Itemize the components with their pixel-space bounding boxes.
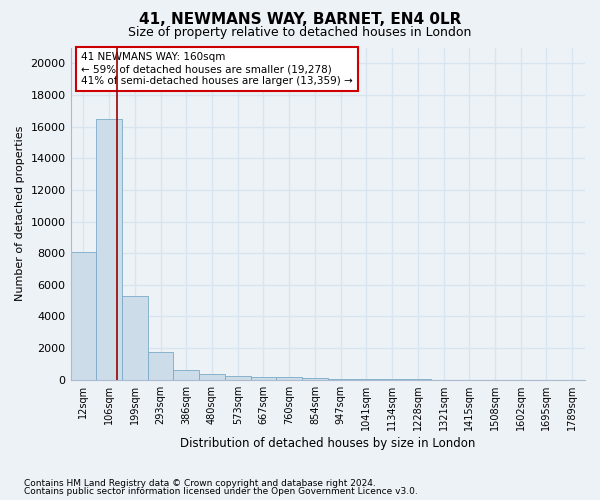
Bar [173,370,199,380]
Text: 41, NEWMANS WAY, BARNET, EN4 0LR: 41, NEWMANS WAY, BARNET, EN4 0LR [139,12,461,28]
Bar [225,376,251,380]
Text: Size of property relative to detached houses in London: Size of property relative to detached ho… [128,26,472,39]
Bar [302,378,328,380]
Bar [71,252,96,380]
Bar [122,296,148,380]
Bar [96,118,122,380]
Y-axis label: Number of detached properties: Number of detached properties [15,126,25,302]
Bar [148,352,173,380]
Bar [199,374,225,380]
X-axis label: Distribution of detached houses by size in London: Distribution of detached houses by size … [180,437,475,450]
Bar [277,378,302,380]
Text: 41 NEWMANS WAY: 160sqm
← 59% of detached houses are smaller (19,278)
41% of semi: 41 NEWMANS WAY: 160sqm ← 59% of detached… [81,52,353,86]
Text: Contains HM Land Registry data © Crown copyright and database right 2024.: Contains HM Land Registry data © Crown c… [24,478,376,488]
Bar [328,379,353,380]
Text: Contains public sector information licensed under the Open Government Licence v3: Contains public sector information licen… [24,487,418,496]
Bar [251,376,277,380]
